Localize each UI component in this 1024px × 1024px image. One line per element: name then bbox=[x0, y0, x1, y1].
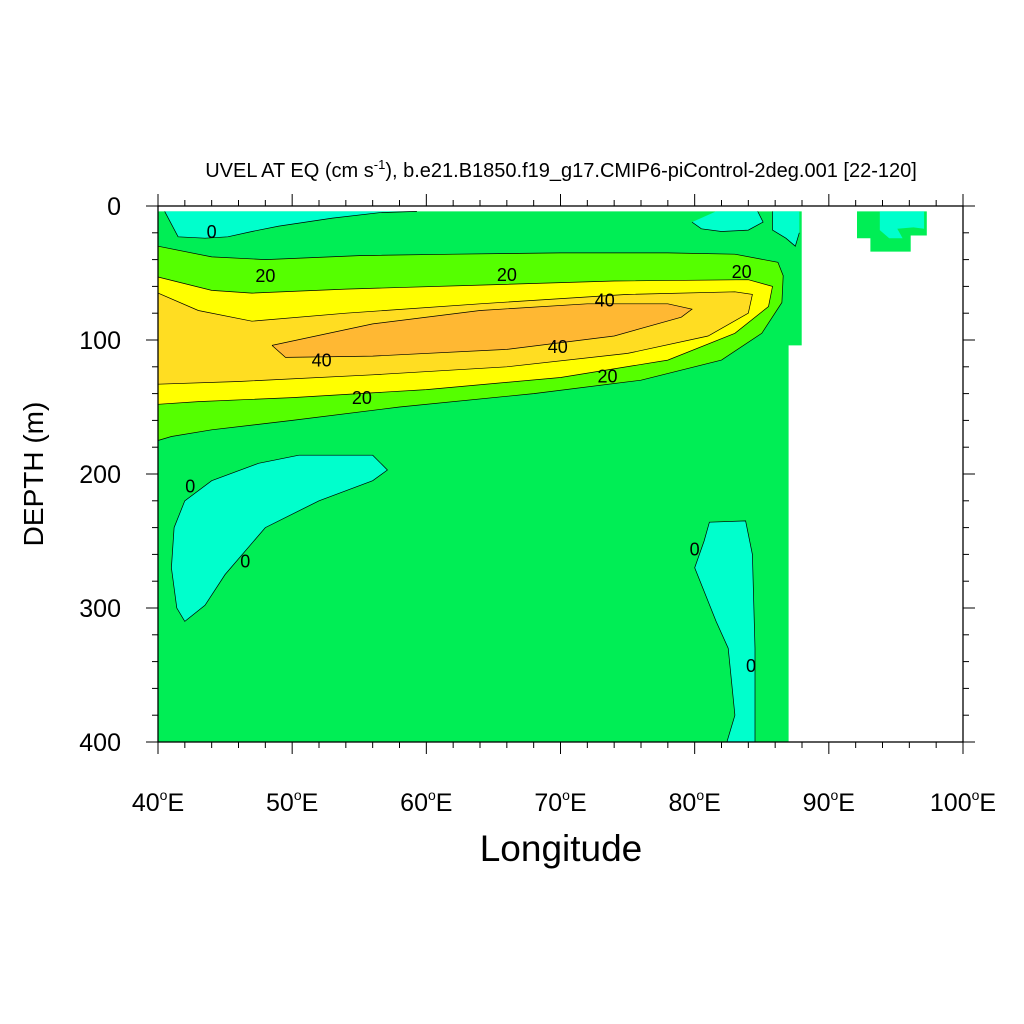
contour-label-8: 20 bbox=[352, 388, 372, 408]
contour-region-cyan-4 bbox=[772, 211, 800, 247]
contour-region-cyan-7 bbox=[694, 520, 755, 742]
contour-label-4: 40 bbox=[595, 290, 615, 310]
contour-label-9: 0 bbox=[185, 477, 195, 497]
y-tick-label-4: 400 bbox=[79, 729, 121, 757]
contour-line-5 bbox=[691, 211, 764, 232]
contour-line-0 bbox=[157, 245, 784, 441]
y-tick-label-3: 300 bbox=[79, 595, 121, 623]
contour-line-7 bbox=[171, 454, 388, 622]
contour-line-8 bbox=[694, 520, 756, 743]
contour-region-cyan-6 bbox=[171, 455, 388, 622]
contour-line-2 bbox=[157, 291, 753, 385]
contour-label-6: 40 bbox=[312, 351, 332, 371]
contour-region-cyan-3 bbox=[692, 211, 764, 232]
filled-contour-regions bbox=[158, 211, 927, 742]
contour-label-1: 20 bbox=[255, 266, 275, 286]
contour-line-6 bbox=[772, 211, 800, 247]
contour-label-12: 0 bbox=[746, 656, 756, 676]
x-axis-label: Longitude bbox=[480, 828, 643, 869]
contour-labels: 0 20 20 20 40 40 40 20 20 0 0 0 0 bbox=[185, 222, 756, 676]
contour-label-3: 20 bbox=[732, 262, 752, 282]
chart-title: UVEL AT EQ (cm s-1), b.e21.B1850.f19_g17… bbox=[205, 157, 917, 182]
contour-label-5: 40 bbox=[548, 337, 568, 357]
contour-label-11: 0 bbox=[690, 540, 700, 560]
chart-title-main: UVEL AT EQ (cm s bbox=[205, 160, 374, 182]
contour-lines bbox=[157, 211, 800, 743]
y-tick-label-1: 100 bbox=[79, 327, 121, 355]
y-axis-label: DEPTH (m) bbox=[18, 402, 49, 547]
chart-title-rest: ), b.e21.B1850.f19_g17.CMIP6-piControl-2… bbox=[385, 160, 916, 182]
contour-label-10: 0 bbox=[240, 552, 250, 572]
contour-region-cyan-5 bbox=[879, 211, 925, 239]
contour-line-4 bbox=[164, 211, 417, 239]
contour-region-cyan-2 bbox=[164, 211, 417, 239]
contour-label-0: 0 bbox=[207, 222, 217, 242]
y-tick-label-2: 200 bbox=[79, 461, 121, 489]
x-tick-label-4: 80oE bbox=[669, 787, 721, 817]
chart-title-superscript: -1 bbox=[374, 157, 386, 172]
contour-region-orange-11 bbox=[272, 303, 692, 358]
contour-line-3 bbox=[271, 303, 693, 358]
contour-line-1 bbox=[157, 276, 773, 405]
x-tick-label-6: 100oE bbox=[930, 787, 996, 817]
y-tick-labels: 0 100 200 300 400 bbox=[79, 193, 121, 757]
x-tick-label-5: 90oE bbox=[803, 787, 855, 817]
x-tick-labels: 40oE 50oE 60oE 70oE 80oE 90oE 100oE bbox=[132, 787, 996, 817]
x-tick-label-3: 70oE bbox=[534, 787, 586, 817]
x-tick-label-0: 40oE bbox=[132, 787, 184, 817]
x-tick-label-1: 50oE bbox=[266, 787, 318, 817]
contour-label-7: 20 bbox=[597, 367, 617, 387]
contour-label-2: 20 bbox=[497, 265, 517, 285]
y-tick-label-0: 0 bbox=[107, 193, 121, 221]
x-tick-label-2: 60oE bbox=[400, 787, 452, 817]
axis-ticks bbox=[146, 194, 975, 754]
